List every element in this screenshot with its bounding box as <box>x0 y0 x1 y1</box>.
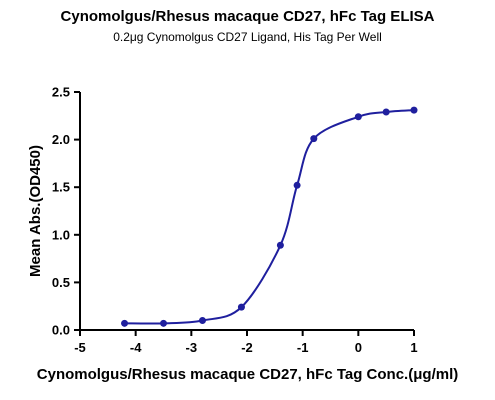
y-tick-label: 0.0 <box>52 323 70 338</box>
x-tick-label: -4 <box>130 340 142 355</box>
x-tick-label: 1 <box>410 340 417 355</box>
data-point <box>382 108 390 116</box>
data-point <box>198 316 206 324</box>
data-point <box>237 303 245 311</box>
y-tick-label: 1.5 <box>52 180 70 195</box>
data-point <box>410 106 418 114</box>
x-tick-label: -3 <box>186 340 198 355</box>
chart-title: Cynomolgus/Rhesus macaque CD27, hFc Tag … <box>60 8 435 25</box>
data-point <box>354 113 362 121</box>
axes <box>79 92 414 331</box>
x-tick-label: -2 <box>241 340 253 355</box>
y-tick-label: 2.5 <box>52 85 70 100</box>
chart-subtitle: 0.2μg Cynomolgus CD27 Ligand, His Tag Pe… <box>113 30 382 44</box>
x-tick-label: -5 <box>74 340 86 355</box>
data-point <box>293 181 301 189</box>
fitted-curve <box>124 109 415 325</box>
data-point <box>121 319 129 327</box>
data-point <box>310 135 318 143</box>
data-point <box>160 319 167 327</box>
y-axis-label: Mean Abs.(OD450) <box>27 145 44 277</box>
y-ticks: 0.0 0.5 1.0 1.5 2.0 2.5 <box>52 85 80 338</box>
data-points <box>121 106 418 327</box>
x-ticks: -5 -4 -3 -2 -1 0 1 <box>74 330 418 355</box>
data-point <box>276 241 284 249</box>
y-tick-label: 2.0 <box>52 132 70 147</box>
y-tick-label: 0.5 <box>52 275 70 290</box>
x-tick-label: -1 <box>297 340 309 355</box>
x-tick-label: 0 <box>355 340 362 355</box>
y-tick-label: 1.0 <box>52 227 70 242</box>
x-axis-label: Cynomolgus/Rhesus macaque CD27, hFc Tag … <box>37 366 458 383</box>
